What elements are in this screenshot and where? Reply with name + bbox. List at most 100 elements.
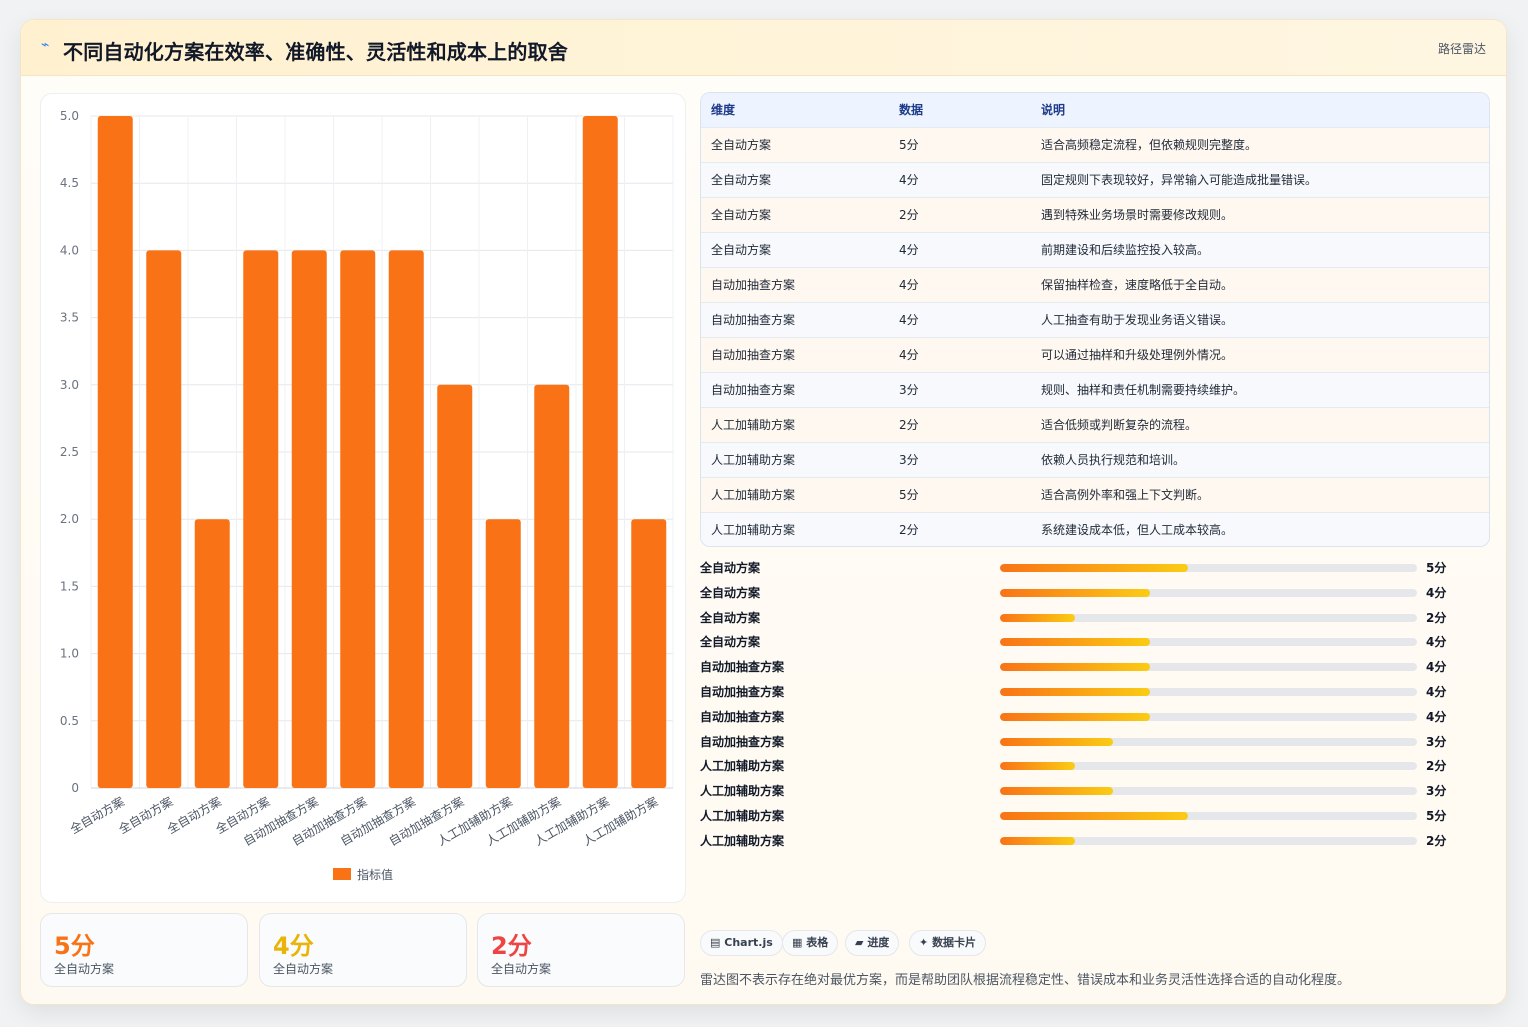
chip-label: 进度 [867, 936, 890, 949]
cell-dimension: 人工加辅助方案 [711, 523, 796, 538]
cell-data: 4分 [899, 313, 919, 327]
table-header-row: 维度 数据 说明 [701, 93, 1489, 127]
chart-panel: 5.0 4.5 4.0 3.5 3.0 2.5 2.0 1.5 1.0 0.5 0 全自动方案 全自动方… [40, 93, 686, 903]
progress-value: 4分 [1426, 635, 1447, 650]
kpi-label: 全自动方案 [273, 962, 334, 976]
bar[interactable] [291, 250, 327, 788]
chip-data-cards[interactable]: ✦ 数据卡片 [909, 930, 987, 956]
progress-fill [1000, 687, 1151, 696]
kpi-label: 全自动方案 [54, 962, 115, 976]
table-row: 人工加辅助方案 2分 适合低频或判断复杂的流程。 [701, 407, 1489, 442]
page-title: 不同自动化方案在效率、准确性、灵活性和成本上的取舍 [63, 40, 568, 64]
kpi-value: 5分 [54, 932, 95, 960]
x-tick-label: 全自动方案 [116, 794, 175, 837]
cell-dimension: 自动加抽查方案 [711, 278, 796, 292]
progress-row: 人工加辅助方案 2分 [700, 829, 1490, 854]
bar[interactable] [388, 250, 424, 788]
progress-track [1000, 762, 1417, 771]
bar[interactable] [340, 250, 376, 788]
cell-description: 系统建设成本低，但人工成本较高。 [1041, 523, 1234, 538]
cell-data: 2分 [899, 418, 919, 432]
progress-fill [1000, 737, 1113, 746]
lightning-icon: ⌁ [41, 37, 50, 53]
cell-dimension: 自动加抽查方案 [711, 348, 796, 362]
progress-track [1000, 712, 1417, 721]
table-row: 自动加抽查方案 4分 保留抽样检查，速度略低于全自动。 [701, 267, 1489, 302]
table-row: 自动加抽查方案 4分 可以通过抽样和升级处理例外情况。 [701, 337, 1489, 372]
y-tick-label: 0 [71, 781, 79, 795]
kpi-card-2: 4分 全自动方案 [259, 913, 467, 987]
progress-label: 自动加抽查方案 [700, 709, 785, 724]
progress-row: 人工加辅助方案 3分 [700, 779, 1490, 804]
chip-chartjs[interactable]: ▤ Chart.js [700, 930, 783, 956]
table-row: 全自动方案 4分 固定规则下表现较好，异常输入可能造成批量错误。 [701, 162, 1489, 197]
cell-dimension: 人工加辅助方案 [711, 418, 796, 432]
chip-label: 表格 [806, 936, 829, 949]
legend-label: 指标值 [357, 867, 393, 882]
cell-data: 2分 [899, 208, 919, 222]
x-tick-label: 全自动方案 [67, 794, 126, 837]
table-row: 自动加抽查方案 3分 规则、抽样和责任机制需要持续维护。 [701, 372, 1489, 407]
cell-description: 适合低频或判断复杂的流程。 [1041, 418, 1198, 432]
progress-row: 全自动方案 4分 [700, 630, 1490, 655]
progress-label: 全自动方案 [700, 585, 761, 600]
cell-dimension: 全自动方案 [711, 138, 772, 152]
progress-label: 人工加辅助方案 [700, 808, 785, 823]
bar-chart: 5.04.54.03.53.02.52.01.51.00.50全自动方案全自动方… [60, 109, 674, 882]
cell-description: 保留抽样检查，速度略低于全自动。 [1041, 278, 1234, 292]
legend[interactable]: 指标值 [333, 867, 393, 882]
cell-description: 固定规则下表现较好，异常输入可能造成批量错误。 [1041, 173, 1318, 187]
progress-fill [1000, 811, 1188, 820]
progress-label: 全自动方案 [700, 635, 761, 650]
bar[interactable] [485, 519, 521, 788]
chip-progress[interactable]: ▰ 进度 [845, 930, 900, 956]
y-tick-label: 1.5 [60, 579, 79, 593]
progress-fill [1000, 588, 1151, 597]
progress-label: 自动加抽查方案 [700, 734, 785, 749]
header: ⌁ 不同自动化方案在效率、准确性、灵活性和成本上的取舍 路径雷达 [21, 20, 1506, 76]
bar[interactable] [534, 384, 570, 788]
progress-value: 5分 [1426, 561, 1447, 575]
bar[interactable] [437, 384, 473, 788]
bar[interactable] [97, 116, 133, 788]
chip-table[interactable]: ▦ 表格 [782, 930, 839, 956]
progress-fill [1000, 663, 1151, 672]
progress-track [1000, 737, 1417, 746]
chip-label: 数据卡片 [932, 936, 977, 949]
progress-label: 自动加抽查方案 [700, 660, 785, 675]
cell-description: 前期建设和后续监控投入较高。 [1041, 243, 1210, 257]
progress-value: 4分 [1426, 585, 1447, 600]
footnote: 雷达图不表示存在绝对最优方案，而是帮助团队根据流程稳定性、错误成本和业务灵活性选… [700, 973, 1351, 988]
progress-fill [1000, 787, 1113, 796]
progress-value: 4分 [1426, 709, 1447, 724]
cell-data: 4分 [899, 173, 919, 187]
cell-data: 5分 [899, 488, 919, 502]
progress-track [1000, 811, 1417, 820]
progress-track [1000, 687, 1417, 696]
cell-data: 3分 [899, 383, 919, 397]
bar[interactable] [146, 250, 182, 788]
cell-description: 适合高例外率和强上下文判断。 [1041, 488, 1210, 502]
chip-label: Chart.js [724, 936, 773, 949]
progress-track [1000, 663, 1417, 672]
kpi-label: 全自动方案 [491, 962, 552, 976]
progress-list: 全自动方案 5分 全自动方案 4分 全自动方案 2分 全自动方案 4分 自动加抽查方案 4分 自动加… [700, 556, 1490, 854]
cell-data: 3分 [899, 453, 919, 467]
cell-description: 依赖人员执行规范和培训。 [1041, 453, 1186, 467]
cell-dimension: 全自动方案 [711, 208, 772, 222]
table-row: 人工加辅助方案 5分 适合高例外率和强上下文判断。 [701, 477, 1489, 512]
progress-row: 自动加抽查方案 4分 [700, 655, 1490, 680]
progress-track [1000, 836, 1417, 845]
bar[interactable] [631, 519, 667, 788]
progress-label: 人工加辅助方案 [700, 759, 785, 774]
y-tick-label: 0.5 [60, 714, 79, 728]
table-row: 全自动方案 4分 前期建设和后续监控投入较高。 [701, 232, 1489, 267]
bar[interactable] [582, 116, 618, 788]
y-tick-label: 1.0 [60, 647, 79, 661]
bar[interactable] [243, 250, 279, 788]
bar[interactable] [194, 519, 230, 788]
cell-description: 可以通过抽样和升级处理例外情况。 [1041, 348, 1234, 362]
sparkle-icon: ✦ [919, 936, 929, 949]
table-row: 全自动方案 5分 适合高频稳定流程，但依赖规则完整度。 [701, 127, 1489, 162]
legend-swatch [333, 868, 351, 880]
